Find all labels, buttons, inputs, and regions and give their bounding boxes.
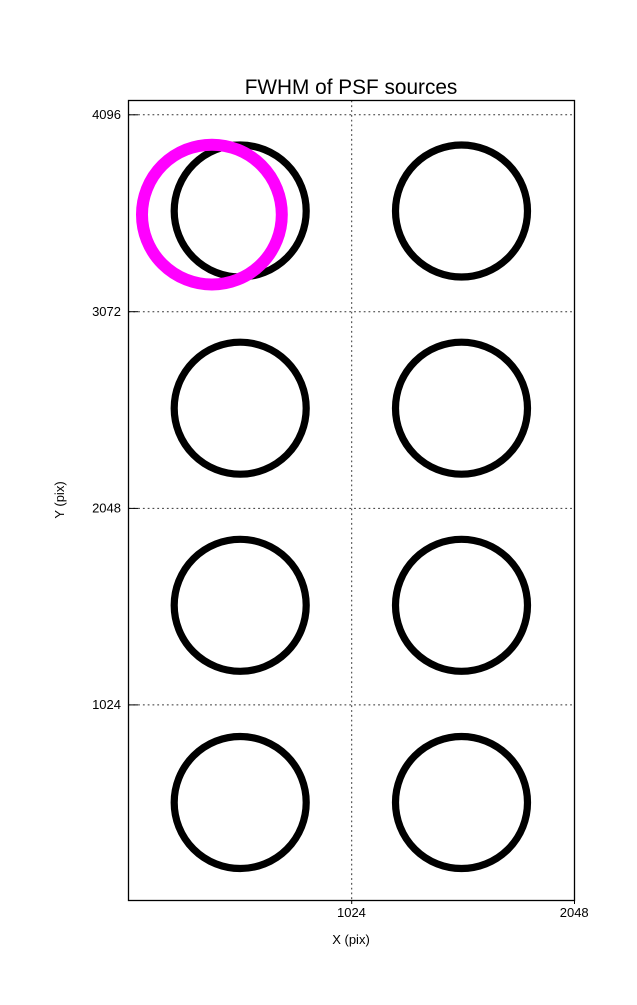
svg-text:4096: 4096	[92, 107, 121, 122]
svg-text:2048: 2048	[560, 905, 589, 920]
svg-text:1024: 1024	[92, 697, 121, 712]
svg-text:X (pix): X (pix)	[332, 932, 370, 947]
svg-text:3072: 3072	[92, 304, 121, 319]
svg-text:1024: 1024	[337, 905, 366, 920]
svg-text:FWHM of PSF sources: FWHM of PSF sources	[245, 76, 458, 99]
svg-text:2048: 2048	[92, 501, 121, 516]
svg-text:Y (pix): Y (pix)	[52, 481, 67, 518]
